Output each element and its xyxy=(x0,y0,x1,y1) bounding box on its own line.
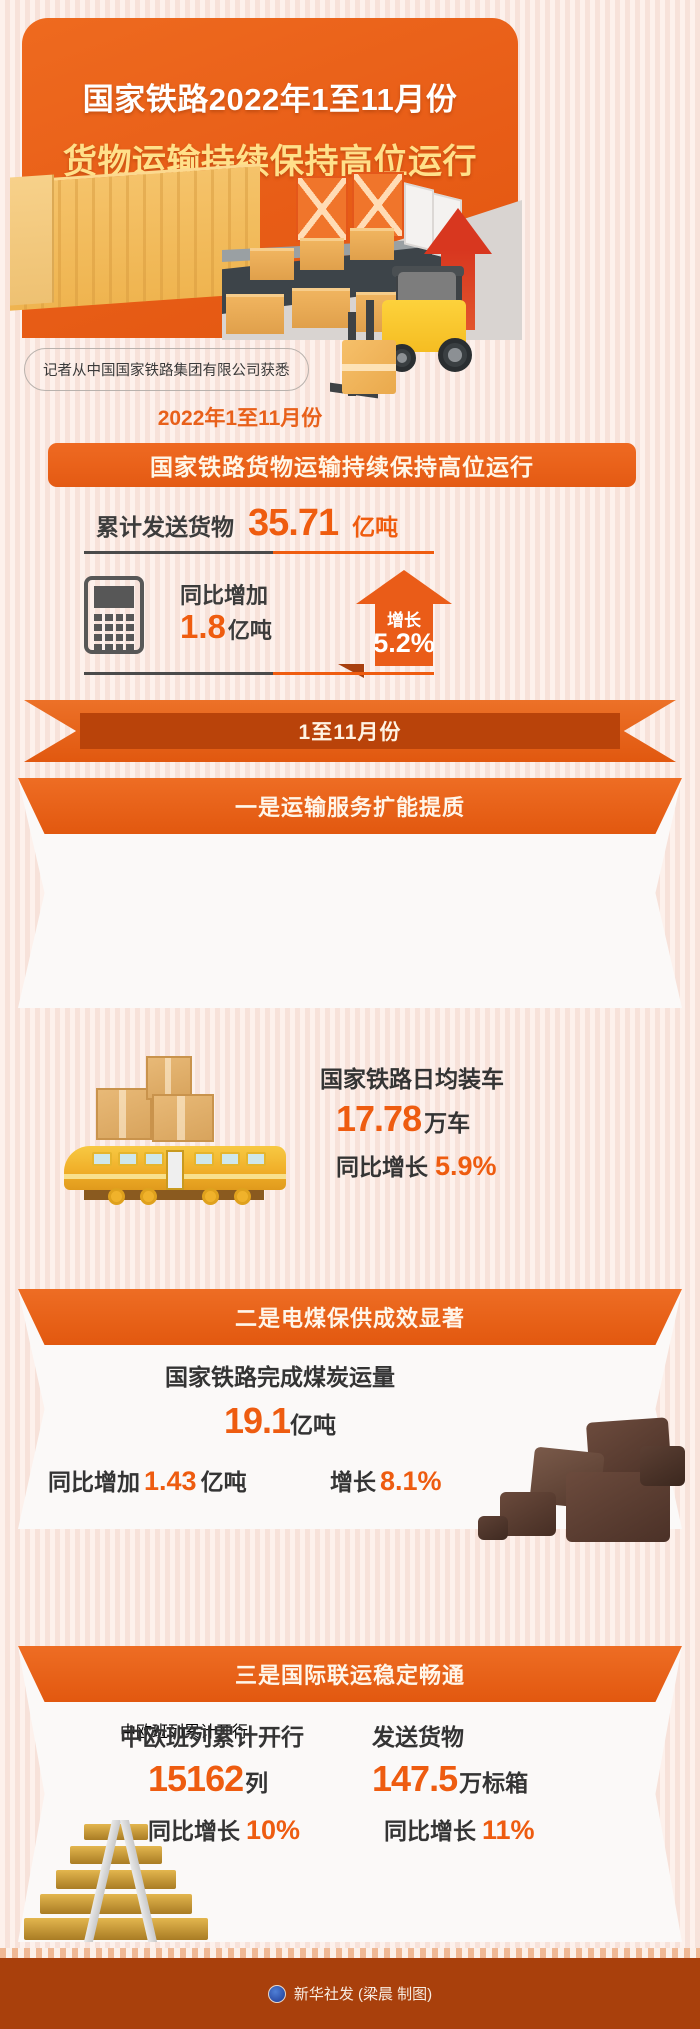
parcel-box-icon xyxy=(300,238,344,270)
section-3-col1-unit: 列 xyxy=(245,1770,269,1796)
forklift-wheel xyxy=(438,338,472,372)
footer-separator xyxy=(0,1948,700,1958)
parcel-box-icon xyxy=(226,294,284,334)
cargo-box-stack-icon xyxy=(92,1050,242,1145)
section-2-stat-label-row: 国家铁路完成煤炭运量 xyxy=(0,1358,560,1392)
container-door-panel xyxy=(10,174,54,306)
source-note: 记者从中国国家铁路集团有限公司获悉 xyxy=(24,348,309,391)
section-1-growth-label: 同比增长 xyxy=(336,1154,428,1180)
section-1-stat-value: 17.78 xyxy=(336,1098,422,1139)
forklift-load-package-icon xyxy=(342,340,396,394)
yoy-increase-label: 同比增加 xyxy=(180,583,269,608)
section-3-col2-growth-row: 同比增长 11% xyxy=(384,1812,535,1846)
yoy-increase-value: 1.8 xyxy=(180,608,226,645)
section-2-yoy-unit: 亿吨 xyxy=(200,1469,247,1495)
section-bar-title: 国家铁路货物运输持续保持高位运行 xyxy=(48,443,636,487)
growth-label: 增长 xyxy=(387,611,421,630)
section-3-col2-growth-label: 同比增长 xyxy=(384,1818,476,1844)
headline-stat-row: 累计发送货物 35.71 亿吨 xyxy=(84,502,444,545)
section-1-stat-label: 国家铁路日均装车 xyxy=(320,1066,504,1092)
section-2-yoy-label: 同比增加 xyxy=(48,1469,140,1495)
arrow-head xyxy=(356,570,452,604)
forklift-roof xyxy=(392,266,464,277)
section-3-col1-value-row: 15162 列 xyxy=(148,1758,268,1800)
railway-track-icon xyxy=(18,1820,248,1942)
growth-value: 5.2% xyxy=(373,628,435,658)
headline-stat-label: 累计发送货物 xyxy=(96,514,234,540)
section-2-heading: 二是电煤保供成效显著 xyxy=(18,1289,682,1345)
train-base xyxy=(84,1190,264,1200)
divider-bottom xyxy=(84,672,434,675)
section-3-heading: 三是国际联运稳定畅通 xyxy=(18,1646,682,1702)
section-2-stat-value-row: 19.1亿吨 xyxy=(0,1400,560,1442)
parcel-box-icon xyxy=(250,248,294,280)
freight-train-icon xyxy=(56,1140,286,1210)
footer-bar: 新华社发 (梁晨 制图) xyxy=(0,1958,700,2029)
headline-stat-value: 35.71 xyxy=(248,502,339,544)
section-1-growth-row: 同比增长 5.9% xyxy=(336,1148,497,1182)
red-arrow-head-icon xyxy=(424,208,492,254)
calculator-icon xyxy=(84,576,144,654)
section-1-heading: 一是运输服务扩能提质 xyxy=(18,778,682,834)
train-door xyxy=(166,1150,184,1190)
growth-arrow-up-icon: 增长 5.2% xyxy=(356,570,452,666)
section-3-col1-growth-row: 同比增长 10% xyxy=(148,1812,300,1846)
section-2-stat-unit: 亿吨 xyxy=(290,1412,337,1438)
section-2-growth-label: 增长 xyxy=(330,1469,376,1495)
section-3-col2-value: 147.5 xyxy=(372,1758,458,1799)
coal-pile-icon xyxy=(470,1417,685,1555)
period-ribbon: 1至11月份 xyxy=(24,700,676,762)
section-1-stat-value-row: 17.78 万车 xyxy=(336,1098,470,1140)
headline-stat-block: 累计发送货物 35.71 亿吨 xyxy=(84,502,444,674)
headline-stat-unit: 亿吨 xyxy=(352,514,399,540)
xinhua-logo-icon xyxy=(267,1984,286,2003)
parcel-box-icon xyxy=(292,288,350,328)
calculator-screen xyxy=(94,586,134,608)
calculator-keys xyxy=(94,614,134,651)
section-2-yoy-row: 同比增加 1.43 亿吨 xyxy=(48,1463,247,1497)
footer-credit: 新华社发 (梁晨 制图) xyxy=(293,1986,433,2003)
divider-top xyxy=(84,551,434,554)
yoy-increase-unit: 亿吨 xyxy=(227,618,272,643)
section-3-col-1-label: 中欧班列累计开行 xyxy=(120,1724,249,1741)
section-3-col2-growth-value: 11% xyxy=(482,1815,535,1845)
hero-title-line1: 国家铁路2022年1至11月份 xyxy=(82,82,458,117)
section-3-col1-value: 15162 xyxy=(148,1758,244,1799)
section-2-growth-row: 增长 8.1% xyxy=(330,1463,442,1497)
section-3-col1-label: 中欧班列累计开行 xyxy=(120,1724,304,1750)
date-subheading: 2022年1至11月份 xyxy=(157,407,323,430)
section-1-stat-label-row: 国家铁路日均装车 xyxy=(320,1060,504,1094)
section-3-col2-unit: 万标箱 xyxy=(459,1770,529,1796)
section-2-yoy-value: 1.43 xyxy=(144,1466,197,1496)
section-1-stat-unit: 万车 xyxy=(424,1110,471,1136)
section-2-stat-label: 国家铁路完成煤炭运量 xyxy=(165,1364,395,1390)
section-2-stat-value: 19.1 xyxy=(223,1400,291,1441)
forklift-post xyxy=(456,276,462,310)
yoy-increase-value-row: 1.8 亿吨 xyxy=(180,608,272,646)
section-3-col2-label: 发送货物 xyxy=(372,1724,464,1750)
section-3-col1-label-wrap: 中欧班列累计开行 xyxy=(120,1718,304,1752)
section-3-col2-label-wrap: 发送货物 xyxy=(372,1718,464,1752)
ribbon-inner xyxy=(80,713,620,749)
section-2-growth-value: 8.1% xyxy=(380,1466,442,1496)
arrow-body xyxy=(375,604,433,666)
section-1-growth-value: 5.9% xyxy=(435,1151,497,1181)
section-3-col1-growth-label: 同比增长 xyxy=(148,1818,240,1844)
ribbon-text: 1至11月份 xyxy=(298,721,402,744)
lattice-crate-icon xyxy=(296,176,348,242)
section-3-col1-growth-value: 10% xyxy=(246,1815,301,1845)
parcel-box-icon xyxy=(350,228,394,260)
section-3-col2-value-row: 147.5 万标箱 xyxy=(372,1758,528,1800)
